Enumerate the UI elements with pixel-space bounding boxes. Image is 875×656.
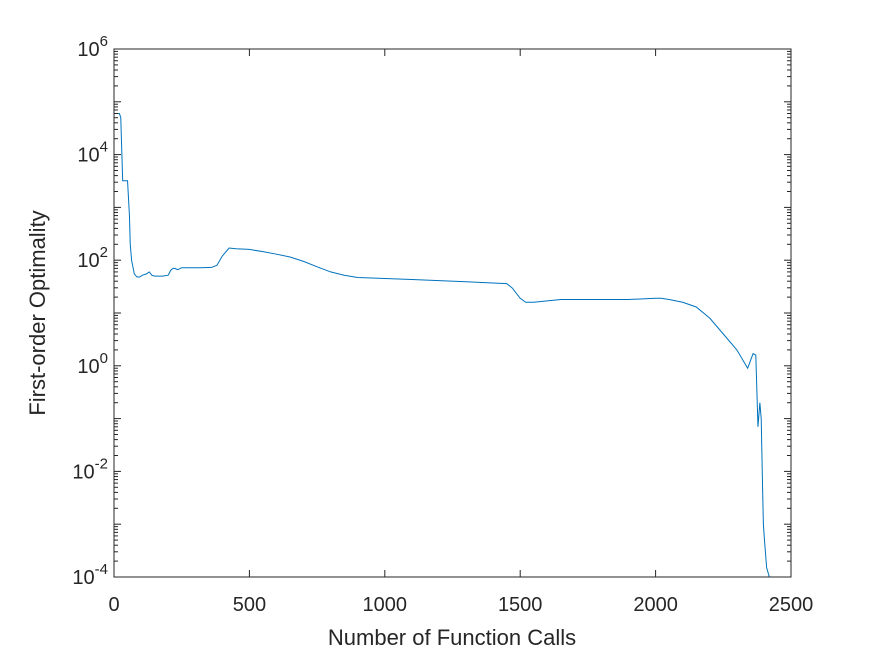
- y-tick-labels: 10-4 10-2 100 102 104 106: [72, 33, 108, 589]
- y-tick-label: 102: [77, 244, 108, 272]
- x-tick-label: 0: [108, 594, 119, 616]
- y-tick-label: 106: [77, 33, 108, 61]
- x-axis-label: Number of Function Calls: [328, 625, 576, 650]
- plot-background: [114, 49, 791, 577]
- x-tick-label: 1000: [363, 594, 408, 616]
- series-layer: [118, 113, 770, 578]
- x-tick-label: 2000: [633, 594, 678, 616]
- x-tick-label: 2500: [769, 594, 814, 616]
- series-line-0: [118, 113, 770, 578]
- y-axis-label: First-order Optimality: [25, 210, 50, 415]
- y-tick-label: 10-4: [72, 561, 108, 589]
- ticks: [113, 48, 792, 578]
- y-tick-label: 104: [77, 139, 108, 167]
- x-tick-labels: 0 500 1000 1500 2000 2500: [108, 594, 813, 616]
- y-tick-label: 10-2: [72, 455, 108, 483]
- plot-area: [114, 49, 791, 577]
- x-tick-label: 1500: [498, 594, 543, 616]
- x-tick-label: 500: [233, 594, 266, 616]
- y-tick-label: 100: [77, 350, 108, 378]
